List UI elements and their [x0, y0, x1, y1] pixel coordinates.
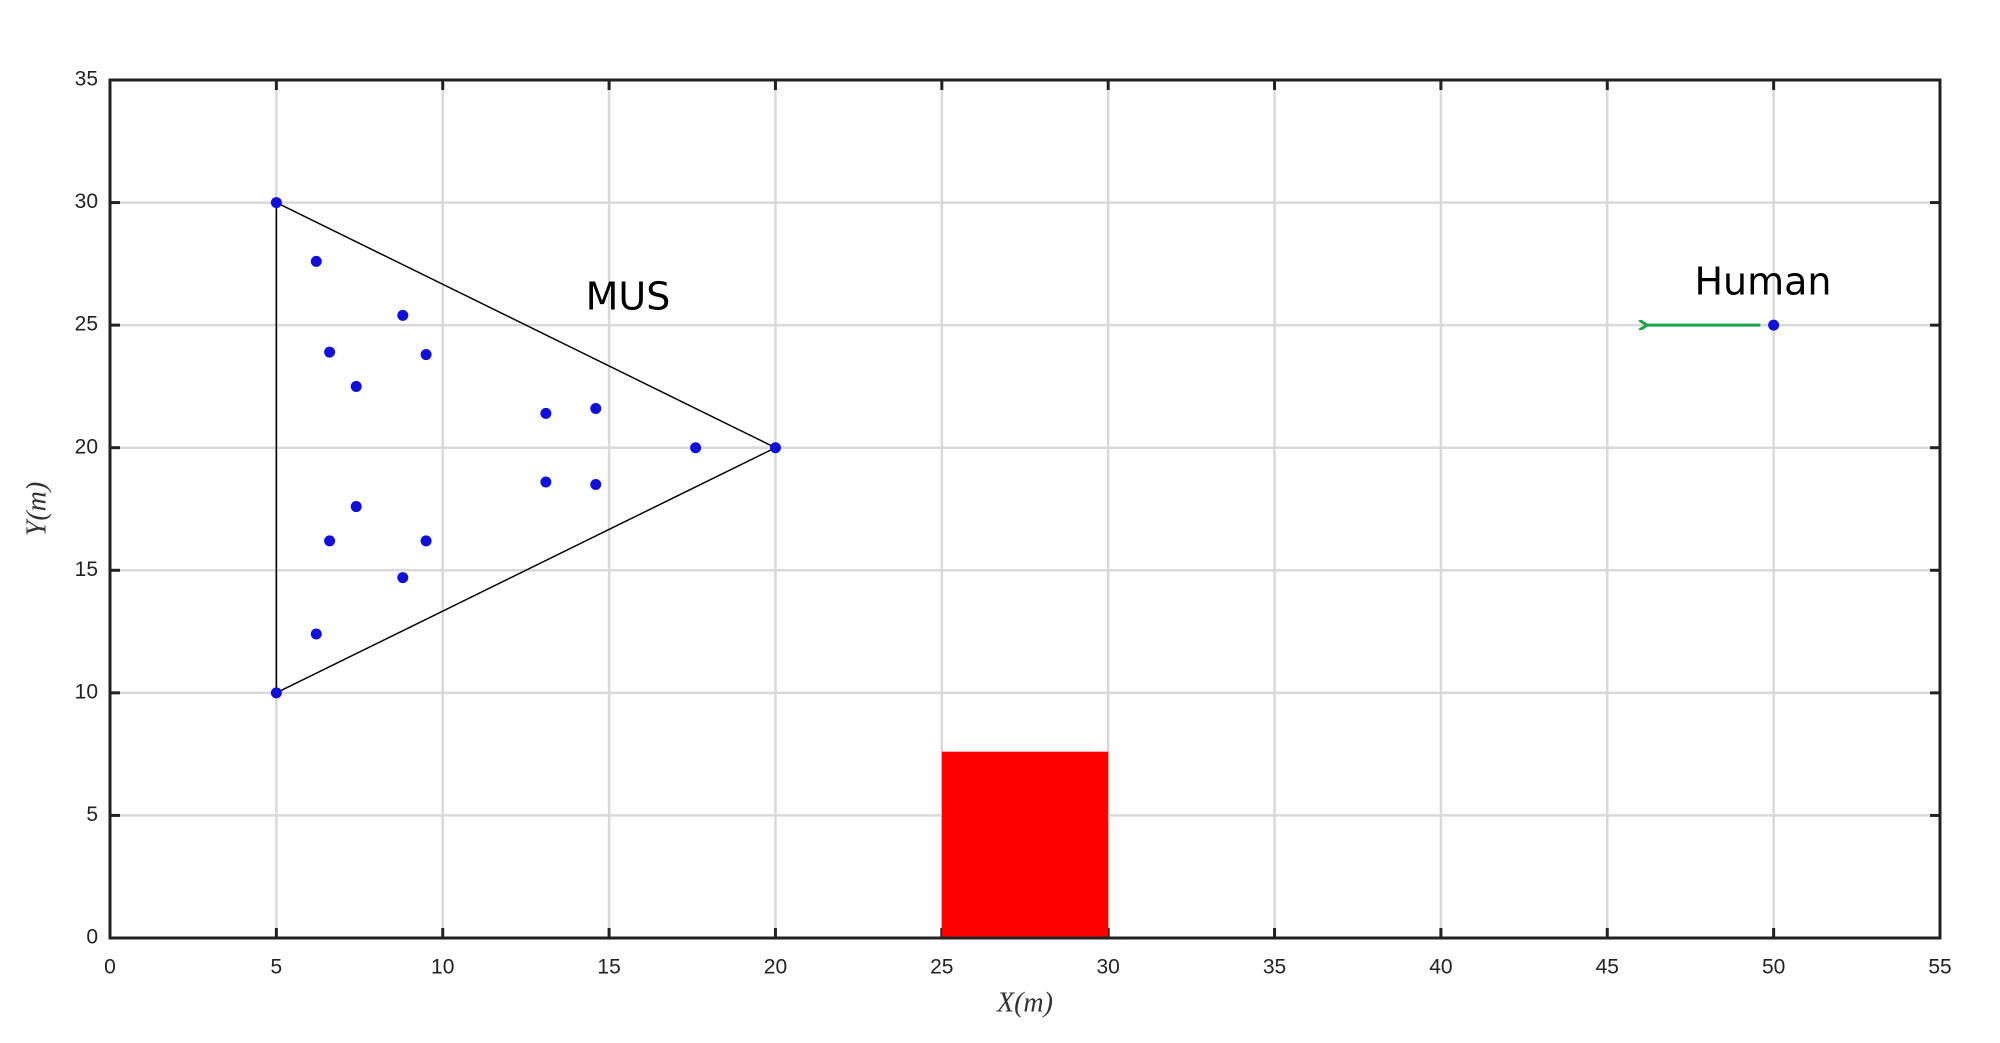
x-tick-label: 25: [930, 956, 953, 979]
point: [769, 442, 781, 454]
point: [690, 442, 702, 454]
x-tick-label: 55: [1928, 956, 1951, 979]
x-axis-label: X(m): [996, 987, 1053, 1018]
y-tick-label: 0: [86, 926, 98, 949]
x-tick-label: 20: [764, 956, 787, 979]
y-tick-label: 20: [75, 435, 98, 458]
point: [350, 380, 362, 392]
point: [540, 476, 552, 488]
x-tick-label: 30: [1097, 956, 1120, 979]
y-axis-label: Y(m): [21, 482, 52, 536]
point: [590, 478, 602, 490]
plot-frame: [108, 78, 1942, 940]
series-label: Human: [1694, 260, 1831, 304]
point: [397, 572, 409, 584]
point: [420, 349, 432, 361]
x-tick-label: 5: [271, 956, 283, 979]
point: [590, 402, 602, 414]
x-tick-label: 40: [1429, 956, 1452, 979]
x-tick-label: 50: [1762, 956, 1785, 979]
x-tick-label: 15: [597, 956, 620, 979]
y-tick-label: 35: [75, 68, 98, 91]
point: [270, 197, 282, 209]
swarm-boundary: [275, 201, 778, 695]
point: [270, 687, 282, 699]
x-tick-label: 10: [431, 956, 454, 979]
y-tick-label: 5: [86, 803, 98, 826]
series-label: MUS: [586, 275, 671, 319]
point: [310, 255, 322, 267]
y-tick-label: 25: [75, 313, 98, 336]
point: [397, 309, 409, 321]
point: [310, 628, 322, 640]
point: [350, 501, 362, 513]
x-tick-label: 45: [1596, 956, 1619, 979]
point: [540, 407, 552, 419]
point: [1768, 319, 1780, 331]
y-tick-label: 15: [75, 558, 98, 581]
y-tick-label: 30: [75, 190, 98, 213]
obstacle: [941, 751, 1109, 938]
x-tick-label: 0: [104, 956, 116, 979]
x-tick-label: 35: [1263, 956, 1286, 979]
point: [324, 346, 336, 358]
point: [420, 535, 432, 547]
point: [324, 535, 336, 547]
y-tick-label: 10: [75, 680, 98, 703]
